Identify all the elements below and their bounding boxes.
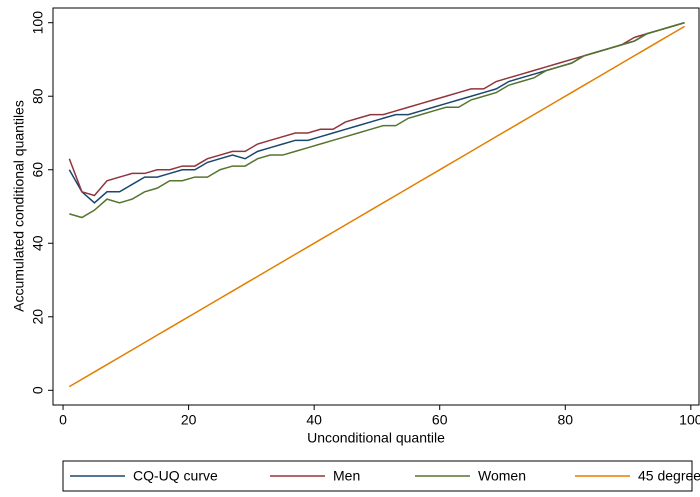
x-tick-label: 60 — [432, 412, 448, 428]
x-tick-label: 40 — [306, 412, 322, 428]
series-line — [68, 25, 685, 388]
legend-label: Women — [478, 468, 526, 484]
series-line — [68, 21, 685, 197]
x-tick-label: 20 — [181, 412, 197, 428]
y-tick-label: 0 — [30, 386, 46, 394]
x-tick-label: 80 — [557, 412, 573, 428]
y-tick-label: 40 — [30, 235, 46, 251]
legend-label: CQ-UQ curve — [133, 468, 218, 484]
series-line — [68, 21, 685, 204]
y-axis-title: Accumulated conditional quantiles — [11, 100, 27, 312]
x-axis-title: Unconditional quantile — [307, 430, 445, 446]
legend-label: 45 degrees — [638, 468, 700, 484]
y-tick-label: 100 — [30, 11, 46, 35]
plot-frame — [52, 7, 700, 406]
legend-label: Men — [333, 468, 360, 484]
y-tick-label: 20 — [30, 309, 46, 325]
y-tick-label: 80 — [30, 88, 46, 104]
y-tick-label: 60 — [30, 162, 46, 178]
x-tick-label: 0 — [59, 412, 67, 428]
series-line — [69, 21, 685, 219]
x-tick-label: 100 — [679, 412, 700, 428]
